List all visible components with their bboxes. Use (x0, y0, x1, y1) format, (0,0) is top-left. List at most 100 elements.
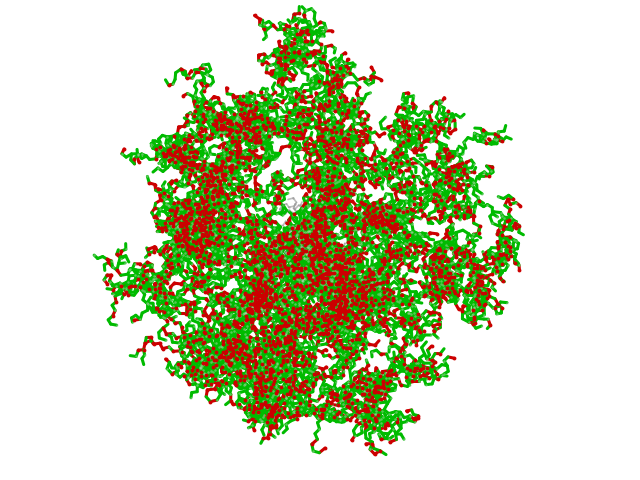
Point (296, 229, 306, 237)
Point (375, 279, 385, 287)
Point (206, 214, 216, 221)
Point (260, 151, 271, 158)
Point (450, 289, 460, 297)
Point (332, 396, 342, 404)
Point (382, 209, 392, 217)
Point (297, 40, 307, 48)
Point (89, 252, 99, 259)
Point (302, 110, 312, 118)
Point (182, 241, 192, 249)
Point (326, 124, 337, 132)
Point (275, 364, 285, 372)
Point (267, 404, 277, 411)
Point (250, 390, 260, 397)
Point (125, 265, 136, 273)
Point (444, 204, 454, 212)
Point (493, 300, 503, 308)
Point (348, 351, 358, 359)
Point (327, 232, 337, 240)
Point (298, 235, 308, 242)
Point (370, 297, 380, 304)
Point (217, 343, 227, 351)
Point (349, 96, 360, 104)
Point (291, 281, 301, 288)
Point (181, 204, 191, 211)
Point (349, 216, 359, 224)
Point (276, 60, 286, 68)
Point (265, 289, 275, 297)
Point (282, 228, 292, 236)
Point (333, 210, 343, 218)
Point (160, 150, 170, 157)
Point (303, 240, 314, 248)
Point (399, 104, 409, 111)
Point (348, 190, 358, 198)
Point (262, 272, 273, 280)
Point (358, 121, 369, 129)
Point (412, 250, 422, 258)
Point (202, 274, 212, 281)
Point (284, 115, 294, 123)
Point (200, 247, 211, 254)
Point (291, 327, 301, 335)
Point (269, 237, 279, 245)
Point (310, 228, 320, 236)
Point (232, 97, 243, 105)
Point (250, 349, 260, 357)
Point (444, 277, 454, 285)
Point (193, 253, 203, 261)
Point (238, 127, 248, 135)
Point (247, 148, 257, 156)
Point (353, 308, 364, 315)
Point (205, 326, 216, 334)
Point (243, 291, 253, 299)
Point (386, 335, 396, 343)
Point (200, 288, 211, 296)
Point (292, 361, 303, 369)
Point (237, 93, 247, 100)
Point (287, 298, 298, 305)
Point (250, 265, 260, 273)
Point (326, 312, 337, 320)
Point (393, 215, 403, 223)
Point (211, 205, 221, 213)
Point (260, 300, 271, 308)
Point (340, 211, 351, 219)
Point (380, 258, 390, 265)
Point (327, 157, 337, 165)
Point (422, 375, 432, 383)
Point (468, 304, 479, 312)
Point (400, 240, 410, 247)
Point (323, 260, 333, 268)
Point (323, 223, 333, 231)
Point (481, 274, 491, 281)
Point (324, 85, 334, 93)
Point (154, 212, 164, 219)
Point (186, 304, 196, 312)
Point (244, 333, 255, 341)
Point (225, 118, 236, 125)
Point (247, 220, 257, 228)
Point (192, 283, 202, 290)
Point (202, 160, 212, 168)
Point (218, 121, 228, 129)
Point (277, 336, 287, 343)
Point (241, 308, 252, 316)
Point (321, 102, 332, 110)
Point (316, 255, 326, 263)
Point (184, 131, 195, 138)
Point (338, 396, 348, 403)
Point (314, 119, 324, 126)
Point (458, 167, 468, 174)
Point (183, 179, 193, 187)
Point (362, 341, 372, 348)
Point (205, 108, 216, 115)
Point (371, 303, 381, 311)
Point (235, 251, 245, 258)
Point (150, 145, 161, 153)
Point (195, 210, 205, 218)
Point (387, 223, 397, 231)
Point (271, 405, 281, 413)
Point (408, 129, 419, 136)
Point (241, 182, 251, 190)
